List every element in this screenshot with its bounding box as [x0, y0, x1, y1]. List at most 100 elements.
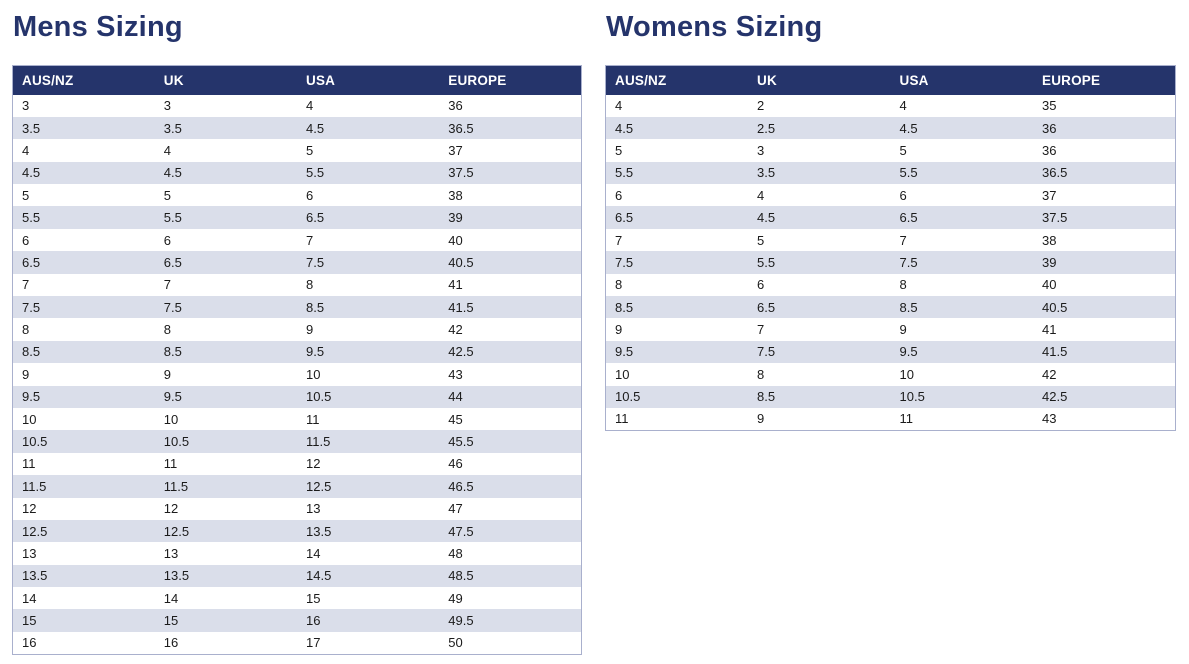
cell-europe: 38: [1042, 232, 1057, 248]
cell-aus-nz: 6: [22, 232, 30, 248]
cell-usa: 14: [306, 546, 321, 561]
cell-uk: 10: [163, 411, 179, 427]
mens-sizing-rows: 3 3 4 36 3.5 3.5 4.5 36.5 4 4 5 37 4.5 4.5 5.5 37.5 5 5 6 3…: [12, 94, 582, 655]
cell-uk: 9.5: [163, 389, 182, 405]
cell-europe: 36: [1042, 120, 1057, 136]
table-row: 5.5 3.5 5.5 36.5: [605, 161, 1176, 185]
column-header-usa: USA: [899, 72, 929, 88]
cell-uk: 11.5: [163, 478, 189, 494]
cell-europe: 35: [1042, 98, 1057, 114]
cell-europe: 42: [1042, 366, 1057, 382]
mens-sizing-table: AUS/NZ UK USA EUROPE 3 3 4 36 3.5 3.5 4.5 36.5 4…: [12, 65, 582, 655]
cell-aus-nz: 8: [22, 322, 30, 338]
cell-usa: 8: [899, 277, 907, 293]
cell-usa: 7.5: [306, 254, 325, 270]
mens-sizing-title: Mens Sizing: [13, 11, 183, 43]
table-row: 3 3 4 36: [12, 94, 582, 117]
cell-usa: 10: [306, 366, 321, 382]
cell-uk: 8.5: [757, 389, 776, 405]
column-header-uk: UK: [757, 72, 777, 88]
table-header-row: AUS/NZ UK USA EUROPE: [605, 65, 1176, 95]
cell-uk: 4: [163, 142, 171, 158]
cell-usa: 6: [899, 187, 907, 203]
cell-uk: 5.5: [757, 254, 776, 270]
table-row: 7 7 8 41: [12, 273, 582, 297]
cell-europe: 42: [448, 322, 463, 338]
cell-uk: 7.5: [757, 344, 776, 360]
cell-usa: 11.5: [306, 434, 331, 450]
cell-europe: 41: [1042, 322, 1057, 338]
cell-uk: 15: [163, 613, 179, 629]
cell-usa: 8: [306, 277, 314, 293]
cell-europe: 48: [448, 546, 463, 561]
table-row: 4 2 4 35: [605, 94, 1176, 117]
cell-uk: 13: [163, 546, 179, 561]
table-row: 8 8 9 42: [12, 318, 582, 341]
cell-usa: 11: [899, 411, 914, 427]
table-row: 7 5 7 38: [605, 228, 1176, 252]
cell-aus-nz: 7: [22, 277, 30, 293]
cell-uk: 8.5: [163, 344, 182, 360]
table-row: 5.5 5.5 6.5 39: [12, 206, 582, 229]
cell-europe: 41.5: [1042, 344, 1068, 360]
cell-usa: 15: [306, 590, 321, 606]
cell-aus-nz: 3: [22, 98, 30, 114]
cell-uk: 3: [757, 142, 765, 158]
cell-aus-nz: 6.5: [22, 254, 41, 270]
cell-usa: 12.5: [306, 478, 332, 494]
cell-usa: 4: [306, 98, 314, 114]
cell-aus-nz: 10.5: [22, 434, 48, 450]
cell-uk: 4.5: [757, 210, 776, 226]
cell-uk: 11: [163, 456, 178, 472]
cell-uk: 9: [163, 366, 171, 382]
table-row: 12.5 12.5 13.5 47.5: [12, 519, 582, 543]
cell-aus-nz: 10: [615, 366, 630, 382]
cell-uk: 2: [757, 98, 765, 114]
cell-usa: 5: [899, 142, 907, 158]
cell-europe: 36: [1042, 142, 1057, 158]
cell-aus-nz: 13: [22, 546, 37, 561]
cell-aus-nz: 12: [22, 501, 37, 517]
womens-sizing-table: AUS/NZ UK USA EUROPE 4 2 4 35 4.5 2.5 4.5 36 5 3 5…: [605, 65, 1176, 431]
table-row: 14 14 15 49: [12, 587, 582, 610]
table-row: 4.5 4.5 5.5 37.5: [12, 161, 582, 185]
cell-aus-nz: 7: [615, 232, 623, 248]
cell-uk: 8: [163, 322, 171, 338]
column-header-europe: EUROPE: [1042, 72, 1101, 88]
cell-usa: 7: [899, 232, 907, 248]
cell-europe: 40.5: [1042, 299, 1068, 315]
cell-usa: 13: [306, 501, 321, 517]
table-row: 5 3 5 36: [605, 139, 1176, 162]
cell-uk: 6.5: [757, 299, 776, 315]
cell-uk: 2.5: [757, 120, 776, 136]
cell-usa: 7: [306, 232, 314, 248]
table-row: 11.5 11.5 12.5 46.5: [12, 475, 582, 498]
cell-europe: 39: [1042, 254, 1057, 270]
cell-uk: 13.5: [163, 568, 190, 584]
table-row: 15 15 16 49.5: [12, 609, 582, 632]
cell-uk: 3.5: [757, 165, 776, 181]
cell-uk: 3: [163, 98, 171, 114]
cell-europe: 40: [448, 232, 463, 248]
cell-uk: 5: [757, 232, 765, 248]
table-row: 7.5 7.5 8.5 41.5: [12, 296, 582, 319]
cell-aus-nz: 12.5: [22, 523, 48, 539]
cell-aus-nz: 11: [615, 411, 629, 427]
cell-europe: 47.5: [448, 523, 474, 539]
cell-aus-nz: 9: [615, 322, 623, 338]
cell-europe: 43: [448, 366, 463, 382]
cell-europe: 48.5: [448, 568, 474, 584]
cell-europe: 41: [448, 277, 463, 293]
cell-uk: 3.5: [163, 120, 182, 136]
cell-aus-nz: 11: [22, 456, 36, 472]
table-row: 11 11 12 46: [12, 452, 582, 476]
cell-uk: 6.5: [163, 254, 182, 270]
cell-uk: 12.5: [163, 523, 190, 539]
womens-sizing-title: Womens Sizing: [606, 11, 823, 43]
cell-aus-nz: 15: [22, 613, 37, 629]
table-row: 5 5 6 38: [12, 184, 582, 207]
cell-usa: 4: [899, 98, 907, 114]
cell-europe: 40.5: [448, 254, 474, 270]
table-row: 9.5 9.5 10.5 44: [12, 385, 582, 408]
cell-usa: 5: [306, 142, 314, 158]
